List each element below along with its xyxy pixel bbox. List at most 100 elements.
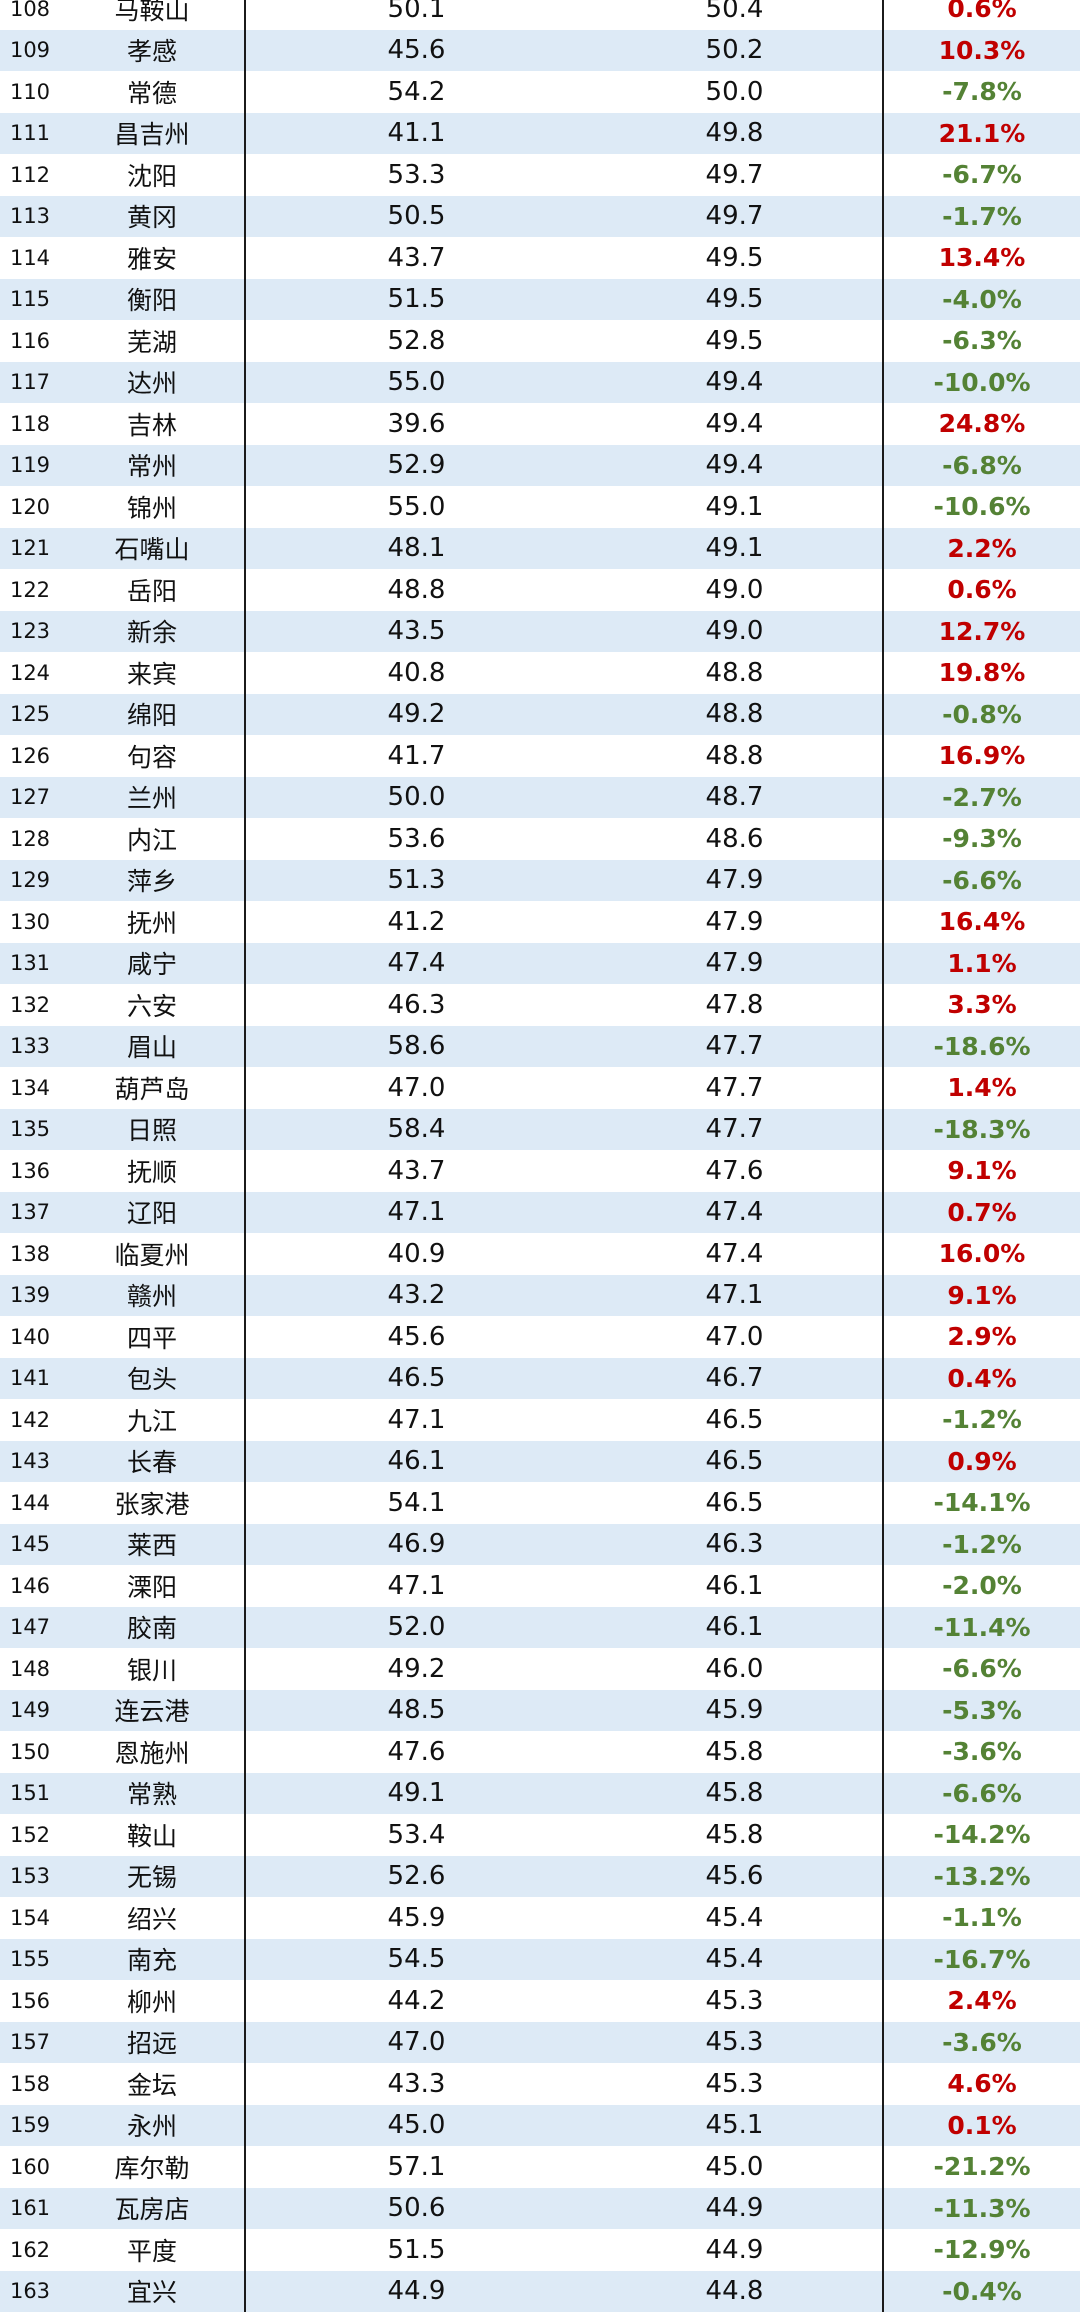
- city-cell: 岳阳: [60, 569, 246, 611]
- city-cell: 芜湖: [60, 320, 246, 362]
- change-cell: -10.0%: [933, 367, 1031, 397]
- value-previous-cell: 47.4: [387, 948, 446, 979]
- value-current-cell: 45.3: [587, 2063, 884, 2105]
- table-row: 136 抚顺 43.7 47.6 9.1%: [0, 1150, 1080, 1192]
- rank-cell: 120: [9, 494, 51, 519]
- rank-cell: 116: [9, 328, 51, 353]
- city-cell: 孝感: [60, 29, 246, 71]
- value-current-cell: 45.4: [587, 1938, 884, 1980]
- change-cell: -3.6%: [942, 1737, 1022, 1767]
- table-row: 108 马鞍山 50.1 50.4 0.6%: [0, 0, 1080, 30]
- change-cell: -1.2%: [942, 1405, 1022, 1435]
- change-cell: 2.2%: [947, 533, 1017, 563]
- value-current-cell: 49.4: [587, 361, 884, 403]
- rank-cell: 128: [9, 826, 51, 851]
- rank-cell: 142: [9, 1407, 51, 1432]
- value-previous-cell: 47.1: [387, 1404, 446, 1435]
- value-current-cell: 49.0: [587, 569, 884, 611]
- rank-cell: 143: [9, 1449, 51, 1474]
- rank-cell: 123: [9, 619, 51, 644]
- value-previous-cell: 52.8: [387, 325, 446, 356]
- value-current-cell: 49.5: [587, 278, 884, 320]
- value-current-cell: 48.8: [587, 735, 884, 777]
- value-current-cell: 48.8: [587, 652, 884, 694]
- table-row: 163 宜兴 44.9 44.8 -0.4%: [0, 2270, 1080, 2312]
- value-previous-cell: 46.5: [387, 1363, 446, 1394]
- table-row: 126 句容 41.7 48.8 16.9%: [0, 735, 1080, 777]
- change-cell: -6.7%: [942, 160, 1022, 190]
- change-cell: 13.4%: [938, 243, 1026, 273]
- table-row: 110 常德 54.2 50.0 -7.8%: [0, 71, 1080, 113]
- table-row: 157 招远 47.0 45.3 -3.6%: [0, 2021, 1080, 2063]
- rank-cell: 145: [9, 1532, 51, 1557]
- value-current-cell: 48.6: [587, 818, 884, 860]
- value-previous-cell: 45.6: [387, 1321, 446, 1352]
- rank-cell: 141: [9, 1366, 51, 1391]
- value-current-cell: 44.9: [587, 2187, 884, 2229]
- city-cell: 恩施州: [60, 1731, 246, 1773]
- rank-cell: 127: [9, 785, 51, 810]
- rank-cell: 136: [9, 1158, 51, 1183]
- value-current-cell: 47.1: [587, 1274, 884, 1316]
- value-previous-cell: 58.6: [387, 1031, 446, 1062]
- city-cell: 永州: [60, 2104, 246, 2146]
- rank-cell: 146: [9, 1573, 51, 1598]
- change-cell: -11.4%: [933, 1612, 1031, 1642]
- value-previous-cell: 44.9: [387, 2276, 446, 2307]
- rank-cell: 159: [9, 2113, 51, 2138]
- rank-cell: 131: [9, 951, 51, 976]
- table-row: 117 达州 55.0 49.4 -10.0%: [0, 361, 1080, 403]
- change-cell: 0.9%: [947, 1446, 1017, 1476]
- city-cell: 内江: [60, 818, 246, 860]
- value-previous-cell: 49.2: [387, 1653, 446, 1684]
- table-row: 155 南充 54.5 45.4 -16.7%: [0, 1938, 1080, 1980]
- city-cell: 南充: [60, 1938, 246, 1980]
- city-cell: 胶南: [60, 1606, 246, 1648]
- city-cell: 锦州: [60, 486, 246, 528]
- city-cell: 达州: [60, 361, 246, 403]
- rank-cell: 153: [9, 1864, 51, 1889]
- change-cell: -14.2%: [933, 1820, 1031, 1850]
- city-cell: 常州: [60, 444, 246, 486]
- value-previous-cell: 54.1: [387, 1487, 446, 1518]
- change-cell: 21.1%: [938, 118, 1026, 148]
- value-previous-cell: 54.5: [387, 1944, 446, 1975]
- city-cell: 四平: [60, 1316, 246, 1358]
- rank-cell: 156: [9, 1988, 51, 2013]
- value-previous-cell: 40.8: [387, 657, 446, 688]
- rank-cell: 111: [9, 121, 51, 146]
- city-cell: 临夏州: [60, 1233, 246, 1275]
- rank-cell: 157: [9, 2030, 51, 2055]
- value-previous-cell: 57.1: [387, 2151, 446, 2182]
- value-current-cell: 45.8: [587, 1772, 884, 1814]
- change-cell: 0.7%: [947, 1197, 1017, 1227]
- table-row: 125 绵阳 49.2 48.8 -0.8%: [0, 693, 1080, 735]
- change-cell: 10.3%: [938, 35, 1026, 65]
- change-cell: 1.1%: [947, 948, 1017, 978]
- rank-cell: 144: [9, 1490, 51, 1515]
- table-row: 115 衡阳 51.5 49.5 -4.0%: [0, 278, 1080, 320]
- table-row: 142 九江 47.1 46.5 -1.2%: [0, 1399, 1080, 1441]
- value-current-cell: 47.7: [587, 1108, 884, 1150]
- city-cell: 眉山: [60, 1025, 246, 1067]
- change-cell: -7.8%: [942, 77, 1022, 107]
- change-cell: -0.8%: [942, 699, 1022, 729]
- change-cell: -14.1%: [933, 1488, 1031, 1518]
- value-current-cell: 46.1: [587, 1606, 884, 1648]
- rank-cell: 135: [9, 1117, 51, 1142]
- city-cell: 句容: [60, 735, 246, 777]
- rank-cell: 114: [9, 245, 51, 270]
- change-cell: -13.2%: [933, 1861, 1031, 1891]
- value-current-cell: 47.8: [587, 984, 884, 1026]
- rank-cell: 113: [9, 204, 51, 229]
- change-cell: -21.2%: [933, 2152, 1031, 2182]
- rank-cell: 150: [9, 1739, 51, 1764]
- value-current-cell: 46.5: [587, 1482, 884, 1524]
- city-cell: 赣州: [60, 1274, 246, 1316]
- table-row: 138 临夏州 40.9 47.4 16.0%: [0, 1233, 1080, 1275]
- city-cell: 张家港: [60, 1482, 246, 1524]
- table-row: 152 鞍山 53.4 45.8 -14.2%: [0, 1814, 1080, 1856]
- rank-cell: 154: [9, 1905, 51, 1930]
- value-previous-cell: 53.3: [387, 159, 446, 190]
- change-cell: 16.4%: [938, 907, 1026, 937]
